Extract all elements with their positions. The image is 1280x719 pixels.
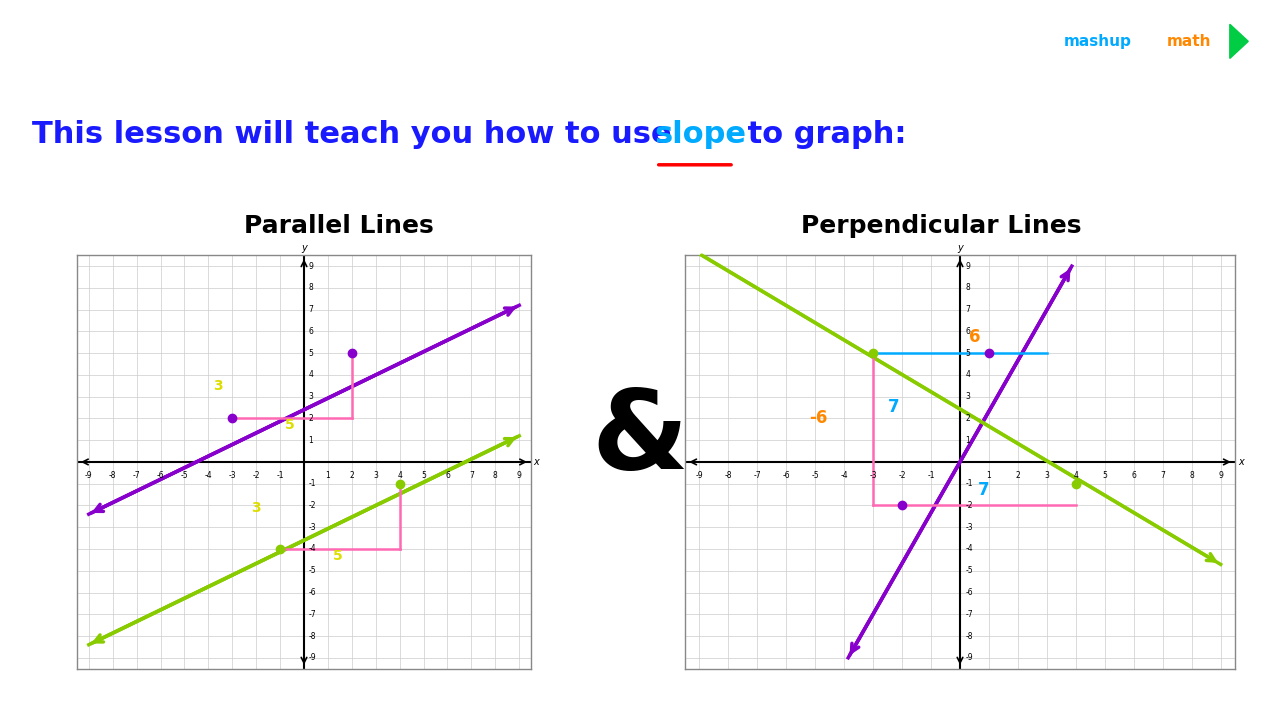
Text: -1: -1 [308, 480, 316, 488]
Text: 9: 9 [308, 262, 314, 270]
Text: 8: 8 [1189, 471, 1194, 480]
Text: 3: 3 [212, 379, 223, 393]
Text: -4: -4 [965, 544, 973, 554]
Text: 1: 1 [308, 436, 314, 444]
Text: -7: -7 [308, 610, 316, 619]
Text: -5: -5 [812, 471, 819, 480]
Text: 2: 2 [308, 414, 314, 423]
Text: -4: -4 [840, 471, 847, 480]
Text: 2: 2 [349, 471, 355, 480]
Text: 3: 3 [374, 471, 378, 480]
Text: 7: 7 [887, 398, 900, 416]
Text: -6: -6 [156, 471, 164, 480]
Text: -4: -4 [308, 544, 316, 554]
Text: Perpendicular Lines: Perpendicular Lines [800, 214, 1082, 239]
Text: 5: 5 [308, 349, 314, 357]
Text: -9: -9 [695, 471, 703, 480]
Text: 5: 5 [421, 471, 426, 480]
Text: -5: -5 [965, 567, 973, 575]
Text: -6: -6 [965, 588, 973, 597]
Text: -8: -8 [109, 471, 116, 480]
Text: mashup: mashup [1064, 34, 1132, 49]
Text: 9: 9 [1219, 471, 1224, 480]
Text: slope: slope [654, 120, 746, 149]
Text: 6: 6 [445, 471, 451, 480]
Text: -2: -2 [899, 471, 906, 480]
Text: 1: 1 [987, 471, 991, 480]
Text: -5: -5 [308, 567, 316, 575]
Text: 7: 7 [1161, 471, 1165, 480]
Text: This lesson will teach you how to use: This lesson will teach you how to use [32, 120, 682, 149]
Text: -2: -2 [308, 501, 316, 510]
Text: -8: -8 [724, 471, 732, 480]
Text: 7: 7 [978, 480, 989, 498]
Text: 4: 4 [965, 370, 970, 380]
Text: 3: 3 [308, 392, 314, 401]
Text: -4: -4 [205, 471, 212, 480]
Text: -7: -7 [754, 471, 762, 480]
Text: 8: 8 [308, 283, 314, 293]
Text: 1: 1 [325, 471, 330, 480]
Text: 3: 3 [1044, 471, 1050, 480]
Text: x: x [1238, 457, 1244, 467]
Text: 8: 8 [965, 283, 970, 293]
Text: 5: 5 [285, 418, 294, 432]
Text: 3: 3 [965, 392, 970, 401]
Text: -1: -1 [276, 471, 284, 480]
Text: 2: 2 [1015, 471, 1020, 480]
Text: 5: 5 [965, 349, 970, 357]
Text: Parallel Lines: Parallel Lines [244, 214, 434, 239]
Text: 4: 4 [1074, 471, 1078, 480]
Text: -9: -9 [308, 654, 316, 662]
Text: 7: 7 [965, 305, 970, 314]
Text: -9: -9 [84, 471, 92, 480]
Text: 9: 9 [965, 262, 970, 270]
Text: Graphing Parallel and Perpendicular Lines: Graphing Parallel and Perpendicular Line… [38, 27, 832, 60]
Text: -6: -6 [308, 588, 316, 597]
Text: -9: -9 [965, 654, 973, 662]
Text: -7: -7 [133, 471, 141, 480]
FancyBboxPatch shape [1042, 9, 1258, 74]
Text: -1: -1 [927, 471, 934, 480]
Text: 8: 8 [493, 471, 498, 480]
Text: 5: 5 [1102, 471, 1107, 480]
Text: &: & [591, 385, 689, 492]
Text: 1: 1 [965, 436, 970, 444]
Text: 3: 3 [251, 501, 261, 515]
Text: x: x [534, 457, 539, 467]
Text: -7: -7 [965, 610, 973, 619]
Polygon shape [1230, 24, 1248, 58]
Text: 5: 5 [333, 549, 343, 563]
Text: -1: -1 [965, 480, 973, 488]
Text: -6: -6 [782, 471, 790, 480]
Text: -6: -6 [809, 409, 828, 427]
Text: -3: -3 [228, 471, 236, 480]
Text: -5: -5 [180, 471, 188, 480]
Text: -8: -8 [965, 631, 973, 641]
Text: 6: 6 [969, 329, 980, 347]
Text: -8: -8 [308, 631, 316, 641]
Text: 7: 7 [308, 305, 314, 314]
Text: to graph:: to graph: [736, 120, 906, 149]
Text: -2: -2 [965, 501, 973, 510]
Text: 6: 6 [1132, 471, 1137, 480]
Text: 7: 7 [468, 471, 474, 480]
Text: 4: 4 [308, 370, 314, 380]
Text: 6: 6 [308, 327, 314, 336]
Text: y: y [957, 243, 963, 253]
Text: y: y [301, 243, 307, 253]
Text: math: math [1166, 34, 1211, 49]
Text: -3: -3 [308, 523, 316, 532]
Text: -3: -3 [869, 471, 877, 480]
Text: 6: 6 [965, 327, 970, 336]
Text: 2: 2 [965, 414, 970, 423]
Text: -2: -2 [252, 471, 260, 480]
Text: 9: 9 [517, 471, 522, 480]
Text: -3: -3 [965, 523, 973, 532]
Text: 4: 4 [397, 471, 402, 480]
